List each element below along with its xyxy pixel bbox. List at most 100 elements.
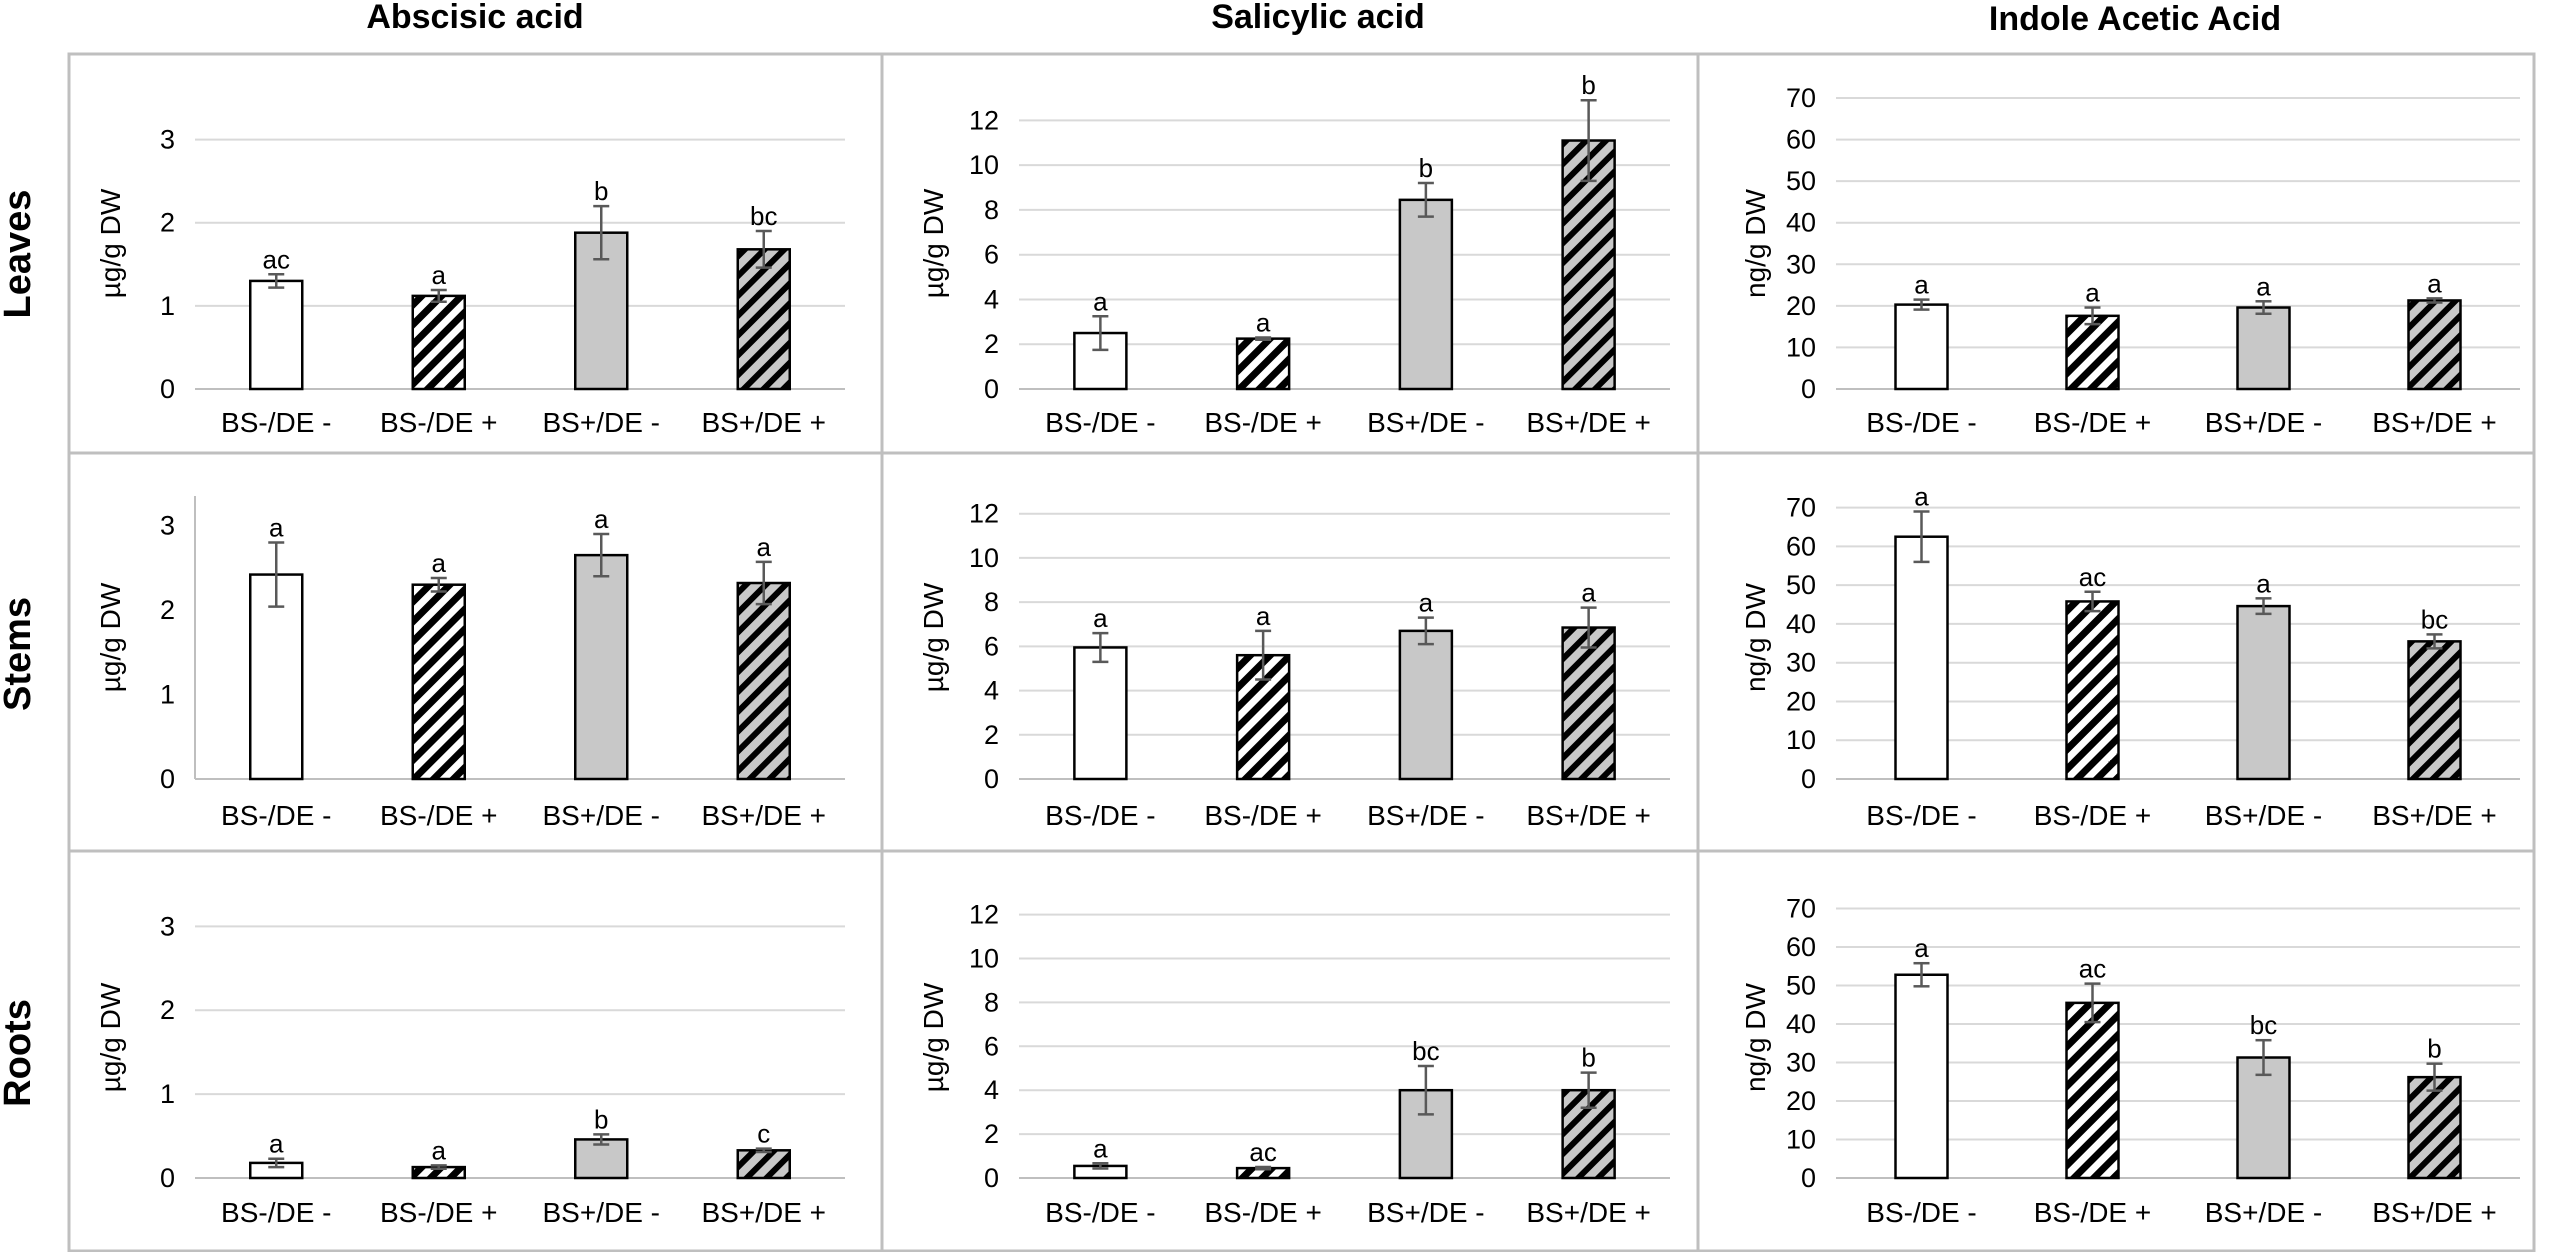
bar-bs-de <box>1561 626 1616 781</box>
category-label: BS+/DE + <box>1526 800 1651 831</box>
y-tick-label: 0 <box>160 1163 175 1193</box>
category-label: BS+/DE - <box>1367 800 1484 831</box>
y-tick-label: 12 <box>969 900 999 930</box>
panel-roots-abscisic-acid: µg/g DW 0 1 2 3 a BS-/DE - a BS-/DE + b BS+/DE - c B… <box>95 911 845 1228</box>
significance-letter: a <box>757 532 772 562</box>
y-tick-label: 2 <box>160 995 175 1025</box>
bar-bs-de <box>2236 1056 2291 1180</box>
y-tick-label: 4 <box>984 676 999 706</box>
y-tick-label: 50 <box>1786 971 1816 1001</box>
panel-border <box>1696 52 2536 455</box>
category-label: BS-/DE - <box>1866 800 1976 831</box>
bar-bs-de <box>2236 604 2291 781</box>
significance-letter: a <box>1581 578 1596 608</box>
significance-letter: b <box>594 176 608 206</box>
y-axis-label: ng/g DW <box>1740 982 1771 1091</box>
panel-stems-abscisic-acid: µg/g DW 0 1 2 3 a BS-/DE - a BS-/DE + a BS+/DE - a B… <box>95 496 845 831</box>
bar-bs-de <box>1398 198 1454 391</box>
y-tick-label: 70 <box>1786 894 1816 924</box>
bar-bs-de <box>411 583 466 781</box>
y-tick-label: 2 <box>160 208 175 238</box>
y-tick-label: 1 <box>160 1079 175 1109</box>
category-label: BS-/DE + <box>2034 407 2151 438</box>
category-label: BS-/DE + <box>2034 800 2151 831</box>
bar-bs-de <box>1398 629 1454 781</box>
y-tick-label: 60 <box>1786 932 1816 962</box>
y-axis-label: µg/g DW <box>918 582 949 692</box>
bar-bs-de <box>1235 337 1291 391</box>
significance-letter: a <box>1914 482 1929 512</box>
category-label: BS-/DE + <box>1204 407 1321 438</box>
panel-leaves-salicylic-acid: µg/g DW 0 2 4 6 8 10 12 a BS-/DE - a BS-/DE + b BS+/D… <box>918 70 1670 438</box>
y-tick-label: 1 <box>160 291 175 321</box>
significance-letter: a <box>2085 278 2100 308</box>
y-tick-label: 0 <box>1801 1163 1816 1193</box>
y-axis-label: µg/g DW <box>918 188 949 298</box>
category-label: BS-/DE + <box>2034 1197 2151 1228</box>
significance-letter: a <box>1256 308 1271 338</box>
y-tick-label: 70 <box>1786 83 1816 113</box>
category-label: BS+/DE - <box>2205 800 2322 831</box>
category-label: BS-/DE + <box>1204 800 1321 831</box>
category-label: BS-/DE - <box>221 1197 331 1228</box>
category-label: BS+/DE - <box>1367 407 1484 438</box>
panel-roots-salicylic-acid: µg/g DW 0 2 4 6 8 10 12 a BS-/DE - ac BS-/DE + bc BS+… <box>918 900 1670 1228</box>
category-label: BS+/DE - <box>2205 407 2322 438</box>
bar-bs-de <box>2065 1001 2120 1180</box>
bar-bs-de <box>736 248 791 391</box>
significance-letter: c <box>757 1119 770 1149</box>
bar-bs-de <box>2407 640 2462 781</box>
panel-leaves-abscisic-acid: µg/g DW 0 1 2 3 ac BS-/DE - a BS-/DE + b BS+/DE - b… <box>95 125 845 438</box>
y-tick-label: 0 <box>160 764 175 794</box>
y-tick-label: 2 <box>984 1119 999 1149</box>
y-tick-label: 2 <box>160 595 175 625</box>
panel-leaves-indole-acetic-acid: ng/g DW 0 10 20 30 40 50 60 70 a BS-/DE - a BS-/DE +… <box>1740 83 2520 438</box>
y-tick-label: 10 <box>1786 725 1816 755</box>
y-tick-label: 4 <box>984 284 999 314</box>
y-tick-label: 1 <box>160 680 175 710</box>
significance-letter: a <box>269 1129 284 1159</box>
significance-letter: ac <box>1249 1137 1276 1167</box>
category-label: BS-/DE - <box>221 407 331 438</box>
y-tick-label: 20 <box>1786 1086 1816 1116</box>
row-title-stems: Stems <box>0 597 39 711</box>
y-tick-label: 40 <box>1786 208 1816 238</box>
bar-bs-de <box>574 1138 629 1180</box>
category-label: BS+/DE + <box>701 800 826 831</box>
bar-bs-de <box>249 573 304 781</box>
significance-letter: b <box>594 1104 608 1134</box>
panel-stems-indole-acetic-acid: ng/g DW 0 10 20 30 40 50 60 70 a BS-/DE - ac BS-/DE … <box>1740 482 2520 831</box>
significance-letter: a <box>1256 601 1271 631</box>
significance-letter: a <box>432 1135 447 1165</box>
y-tick-label: 0 <box>160 374 175 404</box>
significance-letter: a <box>2427 268 2442 298</box>
significance-letter: a <box>2256 271 2271 301</box>
bar-bs-de <box>1561 1088 1616 1180</box>
bar-bs-de <box>2407 299 2462 391</box>
y-tick-label: 10 <box>969 543 999 573</box>
category-label: BS-/DE - <box>1045 407 1155 438</box>
bar-bs-de <box>736 581 791 781</box>
category-label: BS+/DE + <box>2372 800 2497 831</box>
category-label: BS+/DE + <box>2372 407 2497 438</box>
y-tick-label: 0 <box>1801 374 1816 404</box>
category-label: BS+/DE - <box>543 800 660 831</box>
y-tick-label: 60 <box>1786 531 1816 561</box>
y-axis-label: µg/g DW <box>95 188 126 298</box>
category-label: BS-/DE + <box>380 1197 497 1228</box>
category-label: BS+/DE + <box>2372 1197 2497 1228</box>
category-label: BS-/DE - <box>1866 407 1976 438</box>
category-label: BS+/DE + <box>1526 1197 1651 1228</box>
y-tick-label: 12 <box>969 499 999 529</box>
y-tick-label: 4 <box>984 1075 999 1105</box>
y-tick-label: 0 <box>984 374 999 404</box>
y-tick-label: 6 <box>984 1031 999 1061</box>
row-title-roots: Roots <box>0 999 39 1107</box>
y-tick-label: 40 <box>1786 609 1816 639</box>
category-label: BS+/DE - <box>1367 1197 1484 1228</box>
bar-bs-de <box>411 294 466 391</box>
y-tick-label: 30 <box>1786 1048 1816 1078</box>
panel-roots-indole-acetic-acid: ng/g DW 0 10 20 30 40 50 60 70 a BS-/DE - ac BS-/DE … <box>1740 894 2520 1228</box>
